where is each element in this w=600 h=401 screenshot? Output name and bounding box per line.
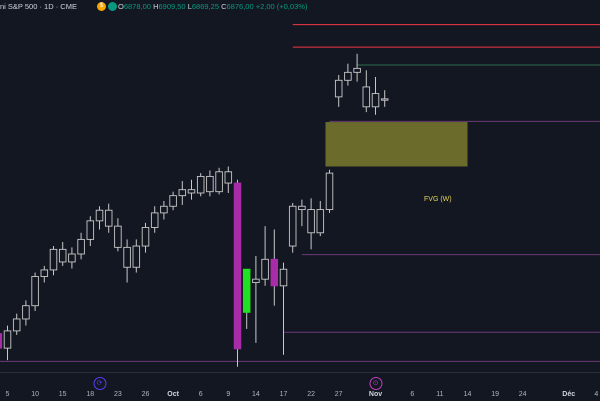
candle-body	[298, 205, 306, 211]
ohlc-close-label: C	[221, 2, 227, 11]
ohlc-low: 6869,25	[191, 2, 219, 11]
x-tick-label: Oct	[167, 391, 179, 398]
candle-body	[95, 209, 104, 222]
x-tick-label: Nov	[368, 391, 383, 398]
x-tick-label: 22	[307, 391, 315, 398]
time-axis[interactable]: 5 10 15 18 23 26 Oct 6 9 14 17 22 27 Nov 6 11 14 19 24 Déc 4…	[0, 372, 600, 401]
candle-body	[49, 248, 58, 271]
candle-body	[3, 330, 12, 349]
x-tick-label: Déc	[562, 391, 576, 398]
x-tick-label: 10	[31, 391, 39, 398]
candle-body	[215, 171, 223, 193]
ohlc-close: 6876,00	[226, 2, 254, 11]
candle-body	[279, 268, 288, 287]
candle-body	[224, 171, 233, 184]
symbol-title[interactable]: ni S&P 500 · 1D · CME	[0, 2, 77, 11]
candle-body	[22, 305, 30, 320]
candle-body	[123, 246, 131, 268]
candle-body	[104, 209, 113, 227]
x-tick-label: 15	[58, 391, 67, 398]
x-tick-label: 6	[198, 391, 203, 398]
market-status-icon	[108, 2, 117, 11]
ohlc-high: 6909,50	[158, 2, 186, 11]
candle-body	[316, 209, 325, 234]
candle-body	[206, 175, 214, 193]
ohlc-open-label: O	[118, 2, 124, 11]
candle-body	[252, 278, 260, 283]
candle-body	[40, 269, 49, 277]
x-tick-label: 17	[279, 391, 288, 398]
x-tick-label: 5	[5, 391, 10, 398]
chart-header: ni S&P 500 · 1D · CME $ D O6878,00 H6909…	[0, 0, 600, 14]
currency-badge-icon: $	[97, 2, 106, 11]
x-tick-label: 9	[226, 391, 231, 398]
candle-body	[132, 245, 141, 268]
x-tick-label: 6	[410, 391, 415, 398]
x-tick-label: 26	[141, 391, 150, 398]
candle-body	[196, 175, 205, 194]
x-tick-label: 14	[251, 391, 260, 398]
x-tick-label: 23	[113, 391, 122, 398]
candle-body	[307, 209, 315, 234]
candle-body	[270, 258, 279, 287]
candle-body	[187, 189, 196, 194]
candle-body	[178, 189, 187, 197]
earnings-event-icon[interactable]: ⊙	[369, 377, 382, 390]
x-tick-label: 19	[491, 391, 499, 398]
ohlc-open: 6878,00	[123, 2, 151, 11]
candle-body	[77, 238, 85, 255]
candle-body	[334, 79, 343, 98]
ohlc-high-label: H	[153, 2, 159, 11]
candle-body	[12, 318, 21, 332]
x-tick-label: 18	[86, 391, 95, 398]
x-tick-label: 27	[334, 391, 343, 398]
candle-body	[169, 195, 177, 207]
candle-body	[261, 258, 269, 280]
ohlc-low-label: L	[187, 2, 192, 11]
candle-body	[58, 248, 67, 263]
fvg-label: FVG (W)	[424, 196, 452, 203]
candle-body	[233, 182, 242, 350]
x-tick-label: 11	[436, 391, 444, 398]
candle-body	[68, 253, 76, 263]
candle-body	[288, 205, 297, 247]
candle-body	[141, 227, 150, 247]
price-chart[interactable]	[0, 0, 600, 372]
candle-body	[344, 71, 352, 81]
x-tick-label: 4	[594, 391, 599, 398]
candle-body	[353, 67, 361, 73]
candle-body	[242, 268, 251, 313]
x-tick-label: 24	[518, 391, 527, 398]
candle-body	[380, 98, 389, 101]
x-tick-label: 14	[463, 391, 472, 398]
calendar-event-icon[interactable]: ⟳	[93, 377, 106, 390]
candle-body	[371, 93, 380, 108]
candle-body	[160, 205, 168, 214]
candle-body	[114, 225, 122, 248]
candle-body	[0, 333, 3, 349]
candle-body	[150, 212, 159, 228]
candle-body	[31, 276, 39, 307]
candle-body	[86, 220, 95, 240]
ohlc-change: +2,00 (+0,03%)	[255, 2, 308, 11]
candle-body	[325, 172, 334, 211]
candle-body	[362, 86, 371, 108]
fvg-zone	[325, 122, 468, 167]
ohlc-readout: O6878,00 H6909,50 L6869,25 C6876,00 +2,0…	[118, 2, 307, 12]
